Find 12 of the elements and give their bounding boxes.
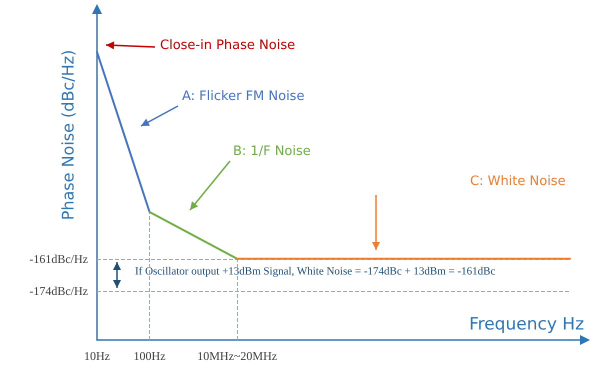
annotation: Close-in Phase Noise	[160, 38, 296, 53]
y-tick-label: -174dBc/Hz	[29, 284, 88, 298]
x-axis-title: Frequency Hz	[469, 314, 584, 334]
x-tick-label: 100Hz	[134, 349, 166, 363]
annotation: C: White Noise	[470, 174, 566, 189]
annotation: B: 1/F Noise	[233, 144, 311, 159]
y-tick-label: -161dBc/Hz	[29, 252, 88, 266]
y-axis-title: Phase Noise (dBc/Hz)	[58, 50, 78, 220]
x-tick-label: 10MHz~20MHz	[197, 349, 278, 363]
annotation: A: Flicker FM Noise	[182, 89, 304, 104]
x-tick-label: 10Hz	[84, 349, 110, 363]
annotation: If Oscillator output +13dBm Signal, White Noise = -174dBc + 13dBm = -161dBc	[135, 266, 496, 278]
